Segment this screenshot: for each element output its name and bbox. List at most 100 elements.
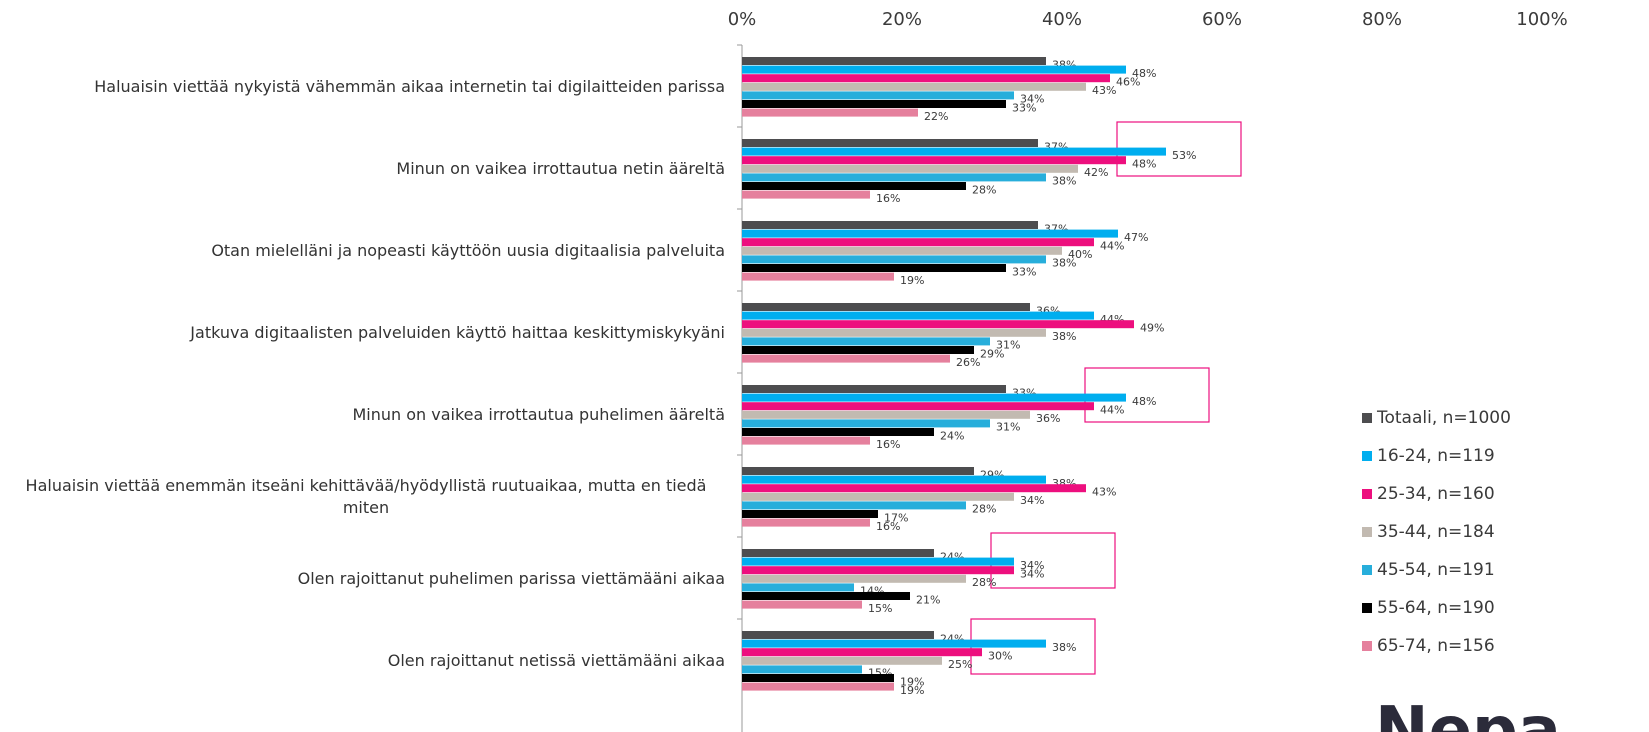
legend-swatch — [1362, 451, 1372, 461]
value-label: 53% — [1172, 149, 1196, 162]
bar — [742, 549, 934, 557]
category-label: Jatkuva digitaalisten palveluiden käyttö… — [5, 322, 725, 344]
x-tick-label: 0% — [728, 9, 757, 30]
legend-swatch — [1362, 603, 1372, 613]
bar — [742, 475, 1046, 484]
legend-swatch — [1362, 489, 1372, 499]
category-label: Haluaisin viettää enemmän itseäni kehitt… — [5, 475, 725, 519]
value-label: 28% — [972, 503, 996, 516]
bar — [742, 484, 1086, 493]
bar — [742, 108, 918, 117]
bar — [742, 82, 1086, 91]
bar — [742, 566, 1014, 575]
value-label: 49% — [1140, 322, 1164, 335]
bar — [742, 648, 982, 657]
value-label: 38% — [1052, 641, 1076, 654]
value-label: 30% — [988, 650, 1012, 663]
legend-label: 25-34, n=160 — [1377, 484, 1495, 504]
value-label: 28% — [972, 183, 996, 196]
category-text: Minun on vaikea irrottautua puhelimen ää… — [352, 405, 725, 425]
bar — [742, 467, 974, 475]
bar — [742, 246, 1062, 255]
bar — [742, 147, 1166, 156]
bar — [742, 639, 1046, 648]
bar — [742, 139, 1038, 147]
bar — [742, 320, 1134, 329]
category-label: Haluaisin viettää nykyistä vähemmän aika… — [5, 76, 725, 98]
bar — [742, 518, 870, 527]
bar — [742, 354, 950, 363]
value-label: 44% — [1100, 404, 1124, 417]
value-label: 43% — [1092, 486, 1116, 499]
bar — [742, 264, 1006, 272]
bar — [742, 402, 1094, 411]
bar — [742, 328, 1046, 337]
value-label: 46% — [1116, 76, 1140, 89]
category-text: Minun on vaikea irrottautua netin äärelt… — [396, 159, 725, 179]
category-label: Olen rajoittanut netissä viettämääni aik… — [5, 650, 725, 672]
legend-swatch — [1362, 641, 1372, 651]
bar — [742, 428, 934, 436]
value-label: 16% — [876, 438, 900, 451]
category-text: Haluaisin viettää nykyistä vähemmän aika… — [94, 77, 725, 97]
bar — [742, 229, 1118, 238]
bar — [742, 574, 966, 583]
bar — [742, 557, 1014, 566]
value-label: 25% — [948, 658, 972, 671]
bar — [742, 631, 934, 639]
legend-label: 16-24, n=119 — [1377, 446, 1495, 466]
bar — [742, 65, 1126, 74]
bar — [742, 592, 910, 600]
value-label: 34% — [1020, 494, 1044, 507]
category-text: Olen rajoittanut puhelimen parissa viett… — [297, 569, 725, 589]
bar — [742, 656, 942, 665]
bar — [742, 311, 1094, 320]
bar — [742, 510, 878, 518]
value-label: 16% — [876, 192, 900, 205]
brand-logo: Nepa — [1375, 694, 1561, 732]
value-label: 48% — [1132, 158, 1156, 171]
value-label: 38% — [1052, 257, 1076, 270]
category-label: Olen rajoittanut puhelimen parissa viett… — [5, 568, 725, 590]
bar — [742, 74, 1110, 83]
value-label: 36% — [1036, 412, 1060, 425]
value-label: 28% — [972, 576, 996, 589]
legend-label: 45-54, n=191 — [1377, 560, 1495, 580]
x-tick-label: 60% — [1202, 9, 1242, 30]
x-tick-label: 80% — [1362, 9, 1402, 30]
bar — [742, 436, 870, 445]
value-label: 48% — [1132, 395, 1156, 408]
category-text: Jatkuva digitaalisten palveluiden käyttö… — [190, 323, 725, 343]
category-text: Haluaisin viettää enemmän itseäni kehitt… — [25, 476, 707, 518]
category-label: Minun on vaikea irrottautua netin äärelt… — [5, 158, 725, 180]
bar — [742, 238, 1094, 247]
value-label: 17% — [884, 511, 908, 524]
value-label: 21% — [916, 593, 940, 606]
bar — [742, 272, 894, 281]
bar — [742, 337, 990, 346]
bar — [742, 674, 894, 682]
bar — [742, 501, 966, 510]
bar — [742, 164, 1078, 173]
value-label: 34% — [1020, 559, 1044, 572]
bar — [742, 410, 1030, 419]
value-label: 33% — [1012, 265, 1036, 278]
x-tick-label: 20% — [882, 9, 922, 30]
legend-swatch — [1362, 527, 1372, 537]
bar — [742, 346, 974, 354]
value-label: 42% — [1084, 166, 1108, 179]
legend-label: Totaali, n=1000 — [1376, 408, 1511, 428]
value-label: 38% — [1052, 175, 1076, 188]
category-text: Olen rajoittanut netissä viettämääni aik… — [387, 651, 725, 671]
category-text: Otan mielelläni ja nopeasti käyttöön uus… — [211, 241, 725, 261]
bar — [742, 173, 1046, 182]
legend-label: 35-44, n=184 — [1377, 522, 1495, 542]
value-label: 34% — [1020, 568, 1044, 581]
value-label: 19% — [900, 274, 924, 287]
value-label: 47% — [1124, 231, 1148, 244]
bar — [742, 182, 966, 190]
bar — [742, 583, 854, 592]
value-label: 48% — [1132, 67, 1156, 80]
bar — [742, 419, 990, 428]
